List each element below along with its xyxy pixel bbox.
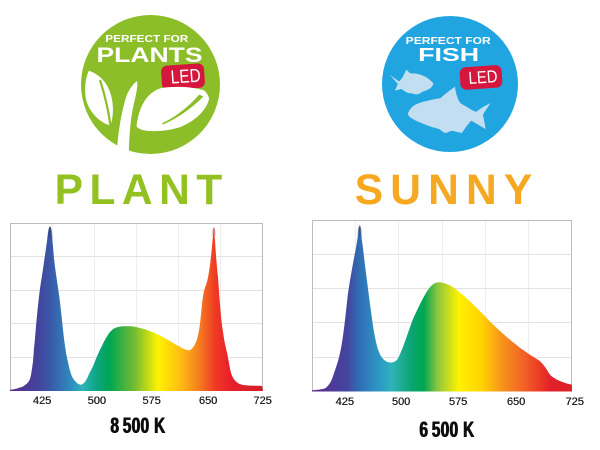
svg-text:FISH: FISH — [418, 45, 479, 65]
svg-text:PERFECT FOR: PERFECT FOR — [406, 35, 491, 47]
svg-text:PLANTS: PLANTS — [96, 43, 202, 67]
svg-text:LED: LED — [170, 66, 201, 89]
svg-text:LED: LED — [468, 66, 498, 88]
svg-text:PERFECT FOR: PERFECT FOR — [105, 33, 188, 45]
